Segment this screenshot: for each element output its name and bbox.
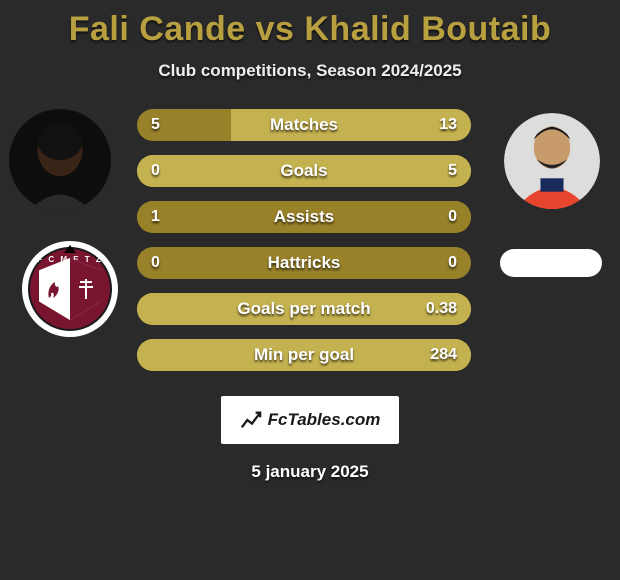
stat-bar: 513Matches (137, 109, 471, 141)
stat-bar: 10Assists (137, 201, 471, 233)
stat-value-left: 0 (151, 155, 160, 187)
player-left-avatar (9, 109, 111, 211)
player-left-club-badge: F C M E T Z (22, 241, 118, 337)
chart-line-icon (240, 409, 262, 431)
stat-value-right: 0 (448, 201, 457, 233)
page-title: Fali Cande vs Khalid Boutaib (0, 0, 620, 49)
stat-value-left: 5 (151, 109, 160, 141)
date-label: 5 january 2025 (0, 462, 620, 482)
bar-fill-left (137, 201, 471, 233)
bar-fill-right (137, 155, 471, 187)
player-right-avatar (504, 113, 600, 209)
stat-value-right: 5 (448, 155, 457, 187)
bar-fill-right (137, 339, 471, 371)
stat-value-right: 284 (430, 339, 457, 371)
stat-value-right: 13 (439, 109, 457, 141)
stat-bar: 0 0Hattricks (137, 247, 471, 279)
stat-bar: 284Min per goal (137, 339, 471, 371)
stat-label: Hattricks (137, 247, 471, 279)
player-right-club-badge (500, 249, 602, 277)
stat-value-left: 1 (151, 201, 160, 233)
stat-bar: 05Goals (137, 155, 471, 187)
fctables-badge: FcTables.com (221, 396, 399, 444)
stat-value-right: 0 (448, 247, 457, 279)
subtitle: Club competitions, Season 2024/2025 (0, 61, 620, 81)
bar-fill-right (137, 293, 471, 325)
stat-value-right: 0.38 (426, 293, 457, 325)
fctables-label: FcTables.com (268, 410, 381, 430)
stat-value-left: 0 (151, 247, 160, 279)
bar-fill-right (231, 109, 471, 141)
stat-bars: 513Matches05Goals10Assists00Hattricks0.3… (137, 109, 471, 385)
stat-bar: 0.38Goals per match (137, 293, 471, 325)
